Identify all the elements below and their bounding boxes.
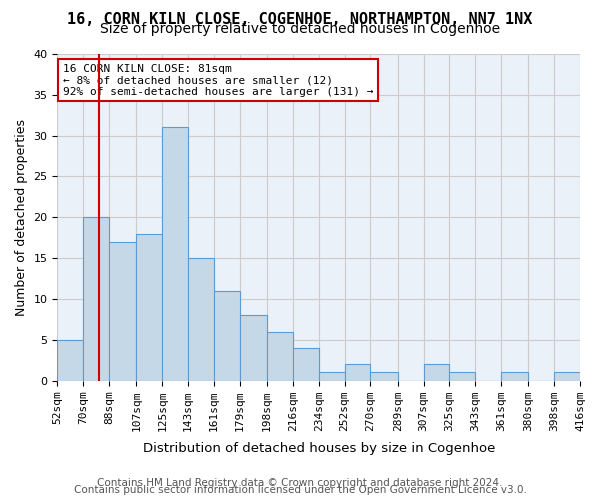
Bar [188, 258, 214, 380]
Y-axis label: Number of detached properties: Number of detached properties [15, 119, 28, 316]
Text: 16, CORN KILN CLOSE, COGENHOE, NORTHAMPTON, NN7 1NX: 16, CORN KILN CLOSE, COGENHOE, NORTHAMPT… [67, 12, 533, 28]
Bar [240, 316, 267, 380]
Bar [319, 372, 344, 380]
Bar [501, 372, 529, 380]
Bar [293, 348, 319, 380]
Bar [214, 291, 240, 380]
Bar [344, 364, 370, 380]
Bar [370, 372, 398, 380]
Bar [136, 234, 162, 380]
Bar [109, 242, 136, 380]
X-axis label: Distribution of detached houses by size in Cogenhoe: Distribution of detached houses by size … [143, 442, 495, 455]
Bar [83, 218, 109, 380]
Bar [58, 340, 83, 380]
Bar [267, 332, 293, 380]
Bar [424, 364, 449, 380]
Text: Contains public sector information licensed under the Open Government Licence v3: Contains public sector information licen… [74, 485, 526, 495]
Text: Contains HM Land Registry data © Crown copyright and database right 2024.: Contains HM Land Registry data © Crown c… [97, 478, 503, 488]
Bar [162, 128, 188, 380]
Text: 16 CORN KILN CLOSE: 81sqm
← 8% of detached houses are smaller (12)
92% of semi-d: 16 CORN KILN CLOSE: 81sqm ← 8% of detach… [62, 64, 373, 97]
Bar [554, 372, 580, 380]
Bar [449, 372, 475, 380]
Text: Size of property relative to detached houses in Cogenhoe: Size of property relative to detached ho… [100, 22, 500, 36]
